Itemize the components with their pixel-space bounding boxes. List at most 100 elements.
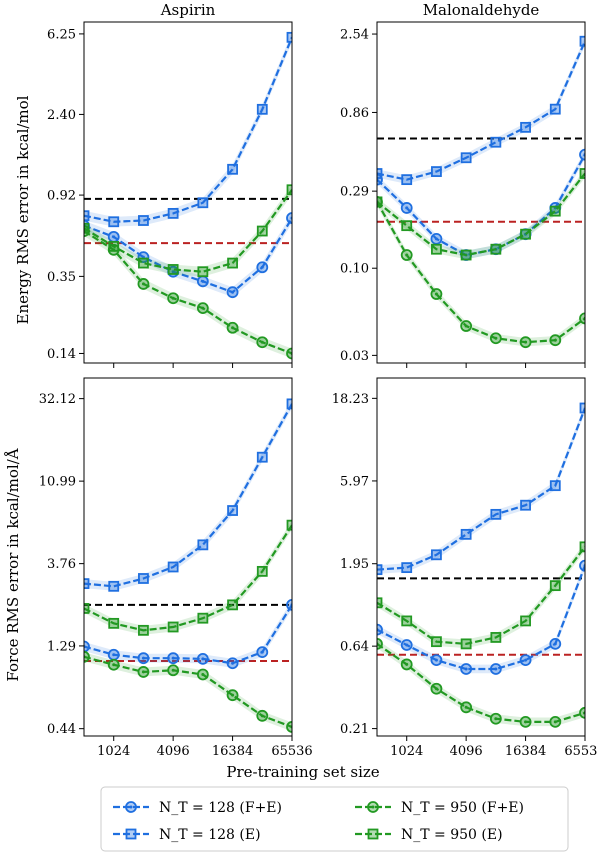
data-point (401, 615, 413, 627)
y-tick-label: 0.10 (340, 262, 369, 277)
data-point-center (524, 720, 528, 724)
y-tick-label: 0.35 (47, 270, 76, 285)
data-point-center (141, 670, 145, 674)
data-point-center (405, 206, 409, 210)
series-blue-square (377, 35, 585, 186)
data-point (401, 562, 413, 574)
data-point (286, 212, 292, 224)
data-point (227, 163, 238, 175)
series-green-square (84, 184, 292, 278)
data-point-center (524, 658, 528, 662)
data-point (197, 197, 209, 209)
panel-title: Malonaldehyde (423, 1, 540, 19)
series-green-square (377, 168, 585, 261)
data-point (490, 243, 502, 255)
data-point (401, 174, 413, 186)
y-tick-label: 18.23 (332, 392, 369, 407)
data-point (84, 578, 90, 590)
data-point (108, 240, 120, 252)
data-point (108, 216, 120, 228)
data-point (256, 451, 268, 463)
data-point-center (260, 650, 264, 654)
data-point-center (231, 693, 235, 697)
data-point (579, 541, 585, 553)
plot-area (377, 35, 585, 349)
data-point-center (260, 714, 264, 718)
data-point (579, 402, 585, 414)
x-tick-label: 16384 (505, 744, 546, 759)
x-tick-label: 4096 (450, 744, 483, 759)
data-point-center (464, 667, 468, 671)
data-point (286, 598, 292, 611)
data-point (549, 580, 561, 592)
series-line (84, 36, 292, 223)
data-point (431, 636, 442, 648)
data-point-center (524, 340, 528, 344)
data-point-center (141, 656, 145, 660)
series-green-circle (377, 637, 585, 728)
x-tick-label: 16384 (212, 744, 253, 759)
data-point-center (231, 326, 235, 330)
series-blue-square (377, 402, 585, 576)
data-point-center (201, 672, 205, 676)
data-point (579, 148, 585, 161)
series-green-square (84, 519, 292, 636)
panel-energy-aspirin: Aspirin 0.14 0.35 0.92 2.40 6.25 (47, 1, 293, 368)
panel-force-aspirin: 0.44 1.29 3.76 10.99 32.12 (39, 377, 293, 741)
axes-frame (376, 21, 586, 364)
y-tick-label: 0.03 (340, 349, 369, 364)
plot-area (84, 398, 292, 733)
y-tick-label: 0.44 (47, 722, 76, 737)
data-point-center (494, 717, 498, 721)
data-point (490, 136, 502, 148)
y-tick-label: 0.29 (340, 185, 369, 200)
series-line (84, 217, 292, 294)
legend-marker-center (371, 805, 375, 809)
series-band (84, 32, 292, 227)
data-point-center (231, 290, 235, 294)
data-point (167, 621, 179, 633)
series-band (377, 542, 585, 649)
data-point (286, 398, 292, 410)
data-point-center (231, 661, 235, 665)
data-point-center (260, 265, 264, 269)
legend-frame (100, 786, 569, 852)
series-line (84, 524, 292, 632)
data-point-center (112, 235, 116, 239)
series-green-square (377, 541, 585, 650)
axes-frame (83, 377, 293, 737)
data-point (431, 243, 442, 255)
data-point-center (171, 668, 175, 672)
data-point (549, 480, 561, 492)
data-point-center (434, 237, 438, 241)
axes-frame (83, 21, 293, 364)
data-point (138, 257, 149, 269)
data-point (84, 222, 90, 234)
y-tick-label: 0.14 (47, 347, 76, 362)
data-point (108, 580, 120, 592)
data-point (286, 184, 292, 196)
data-point (256, 565, 268, 577)
plot-area (84, 31, 292, 360)
data-point-center (405, 253, 409, 257)
data-point (138, 573, 149, 584)
y-tick-label: 3.76 (47, 557, 76, 572)
series-band (84, 399, 292, 591)
data-point (286, 721, 292, 733)
y-tick-label: 6.25 (47, 27, 76, 42)
data-point (84, 603, 90, 614)
legend: N_T = 128 (F+E) N_T = 950 (F+E) N_T = 128 … (100, 786, 569, 852)
y-tick-label: 0.92 (47, 189, 76, 204)
data-point-center (494, 336, 498, 340)
series-band (84, 213, 292, 298)
data-point-center (201, 279, 205, 283)
data-point-center (494, 667, 498, 671)
panel-energy-malonaldehyde: Malonaldehyde 0.03 0.10 0.29 0.86 2.54 (340, 1, 586, 368)
y-tick-label: 0.86 (340, 106, 369, 121)
series-band (84, 652, 292, 732)
series-band (84, 600, 292, 668)
y-tick-label: 0.64 (340, 640, 369, 655)
data-point (197, 612, 209, 624)
data-point (377, 623, 383, 636)
